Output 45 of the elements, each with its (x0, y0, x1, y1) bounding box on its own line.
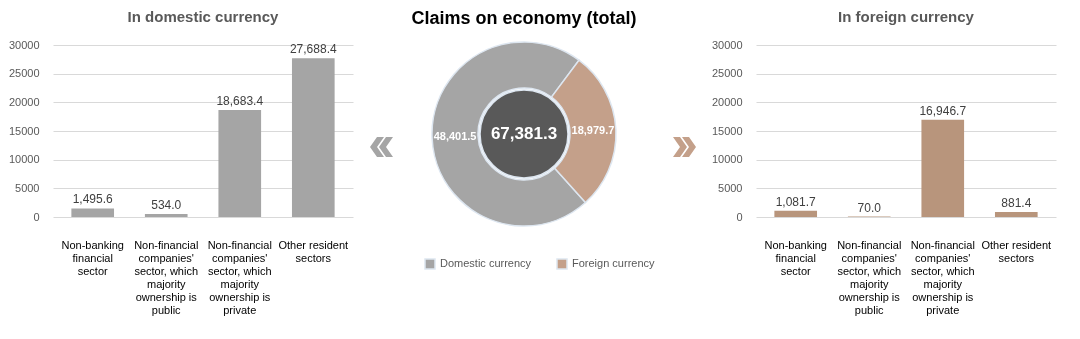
y-tick-label: 30000 (8, 38, 40, 51)
y-tick-label: 15000 (8, 124, 40, 137)
y-tick-label: 20000 (8, 95, 40, 108)
x-tick-label: Non-banking financial sector (764, 238, 827, 277)
data-label: 70.0 (857, 200, 882, 215)
chart-title: In foreign currency (838, 8, 975, 25)
data-label: 18,683.4 (216, 93, 264, 108)
x-tick-label: Non-financial companies' sector, which majority ownership is private (207, 238, 272, 316)
data-label: 18,979.7 (571, 123, 615, 136)
bar (774, 210, 818, 217)
chart-title: In domestic currency (127, 8, 280, 25)
y-tick-label: 10000 (8, 153, 40, 166)
x-tick-label: Other resident sectors (278, 238, 349, 264)
x-tick-label: Non-financial companies' sector, which majority ownership is public (837, 238, 902, 316)
y-tick-label: 20000 (711, 95, 743, 108)
y-tick-label: 0 (33, 210, 40, 223)
x-tick-label: Other resident sectors (981, 238, 1052, 264)
data-label: 534.0 (151, 197, 182, 212)
x-tick-label: Non-banking financial sector (61, 238, 124, 277)
x-tick-label: Non-financial companies' sector, which majority ownership is private (910, 238, 975, 316)
x-tick-label: Non-financial companies' sector, which majority ownership is public (134, 238, 199, 316)
y-tick-label: 5000 (15, 181, 40, 194)
bar (921, 119, 965, 217)
legend-label: Foreign currency (572, 257, 656, 269)
bar (144, 213, 188, 217)
data-label: 1,081.7 (775, 194, 817, 209)
bar (291, 58, 335, 217)
y-tick-label: 30000 (711, 38, 743, 51)
data-label: 48,401.5 (433, 130, 477, 143)
data-label: 16,946.7 (919, 103, 967, 118)
data-label: 1,495.6 (72, 192, 114, 207)
y-tick-label: 25000 (711, 67, 743, 80)
y-tick-label: 5000 (718, 181, 743, 194)
text: 67,381.3 (490, 124, 558, 143)
data-label: 881.4 (1001, 195, 1032, 210)
chart-title: Claims on economy (total) (411, 8, 637, 28)
y-tick-label: 25000 (8, 67, 40, 80)
bar (994, 211, 1038, 217)
data-label: 27,688.4 (289, 42, 337, 57)
y-tick-label: 10000 (711, 153, 743, 166)
bar (218, 109, 262, 217)
y-tick-label: 0 (736, 210, 743, 223)
legend-label: Domestic currency (440, 257, 532, 269)
bar (71, 208, 115, 217)
y-tick-label: 15000 (711, 124, 743, 137)
